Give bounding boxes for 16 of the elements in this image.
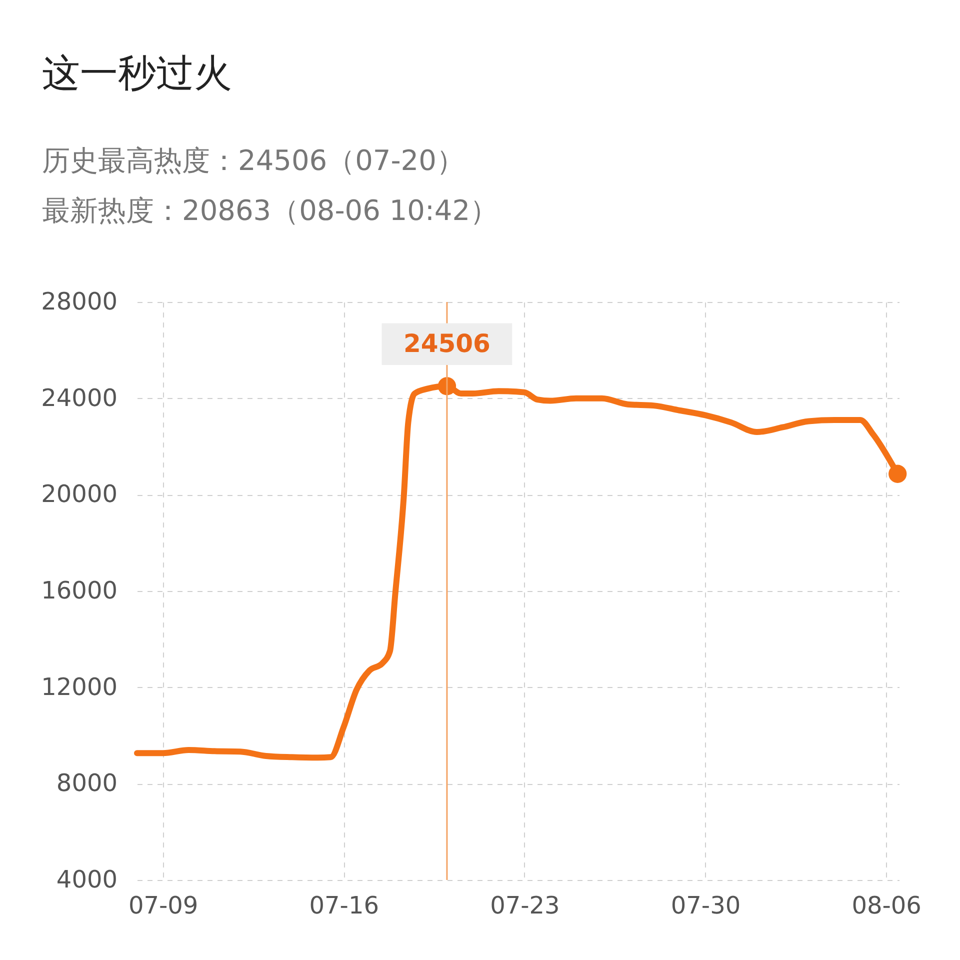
- annotation: 24506: [403, 329, 490, 358]
- y-tick-label: 16000: [41, 576, 118, 604]
- x-tick-label: 07-16: [309, 892, 380, 920]
- y-tick-label: 20000: [41, 480, 118, 508]
- y-tick-label: 12000: [41, 672, 118, 701]
- chart-subtitle: 历史最高热度：24506（07-20）: [42, 143, 466, 179]
- x-tick-label: 07-30: [670, 892, 741, 920]
- text: 最新热度：20863（08-06 10:42）: [42, 193, 498, 229]
- chart-title: 这一秒过火: [42, 50, 232, 97]
- y-tick-label: 4000: [56, 866, 118, 894]
- y-tick-label: 28000: [41, 288, 118, 316]
- y-tick-label: 8000: [56, 769, 118, 798]
- x-tick-label: 08-06: [852, 892, 922, 920]
- x-tick-label: 07-09: [128, 892, 198, 920]
- y-tick-label: 24000: [41, 384, 118, 412]
- x-tick-label: 07-23: [490, 892, 560, 920]
